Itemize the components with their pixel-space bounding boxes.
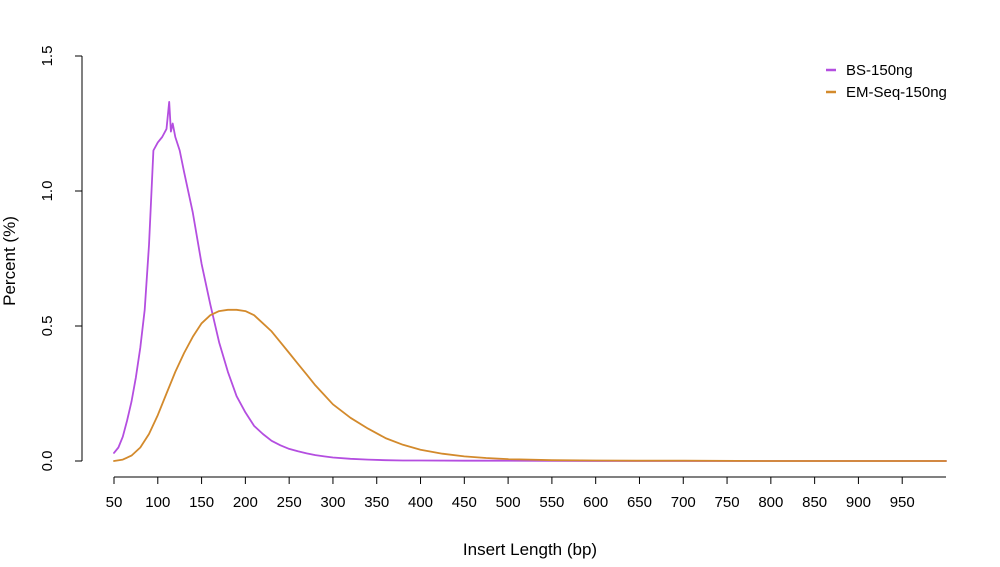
x-tick-label: 50 [106,494,123,511]
y-axis: 0.0 0.5 1.0 1.5 [39,46,83,472]
x-tick-label: 600 [583,494,608,511]
series-layer [113,101,947,462]
x-tick-label: 250 [277,494,302,511]
x-tick-label: 300 [320,494,345,511]
x-tick-label: 100 [145,494,170,511]
x-tick-label: 400 [408,494,433,511]
x-tick-label: 750 [715,494,740,511]
legend-label: EM-Seq-150ng [846,84,947,101]
y-axis-title: Percent (%) [0,216,19,306]
x-tick-label: 650 [627,494,652,511]
x-tick-label: 150 [189,494,214,511]
series-line-em-seq-150ng [113,308,947,462]
x-tick-label: 800 [758,494,783,511]
x-tick-label: 550 [539,494,564,511]
legend: BS-150ng EM-Seq-150ng [826,62,947,101]
x-tick-label: 950 [890,494,915,511]
legend-label: BS-150ng [846,62,913,79]
x-tick-label: 900 [846,494,871,511]
series-line-bs-150ng [113,101,947,462]
x-tick-label: 500 [496,494,521,511]
x-tick-label: 850 [802,494,827,511]
y-tick-label: 1.5 [39,46,56,67]
x-axis: 50 100 150 200 250 300 350 400 450 500 550 600 650 70… [106,476,946,511]
y-tick-label: 0.0 [39,451,56,472]
x-tick-label: 200 [233,494,258,511]
x-tick-label: 350 [364,494,389,511]
y-tick-label: 1.0 [39,181,56,202]
x-tick-label: 700 [671,494,696,511]
x-tick-label: 450 [452,494,477,511]
y-tick-label: 0.5 [39,316,56,337]
x-axis-title: Insert Length (bp) [463,540,597,559]
